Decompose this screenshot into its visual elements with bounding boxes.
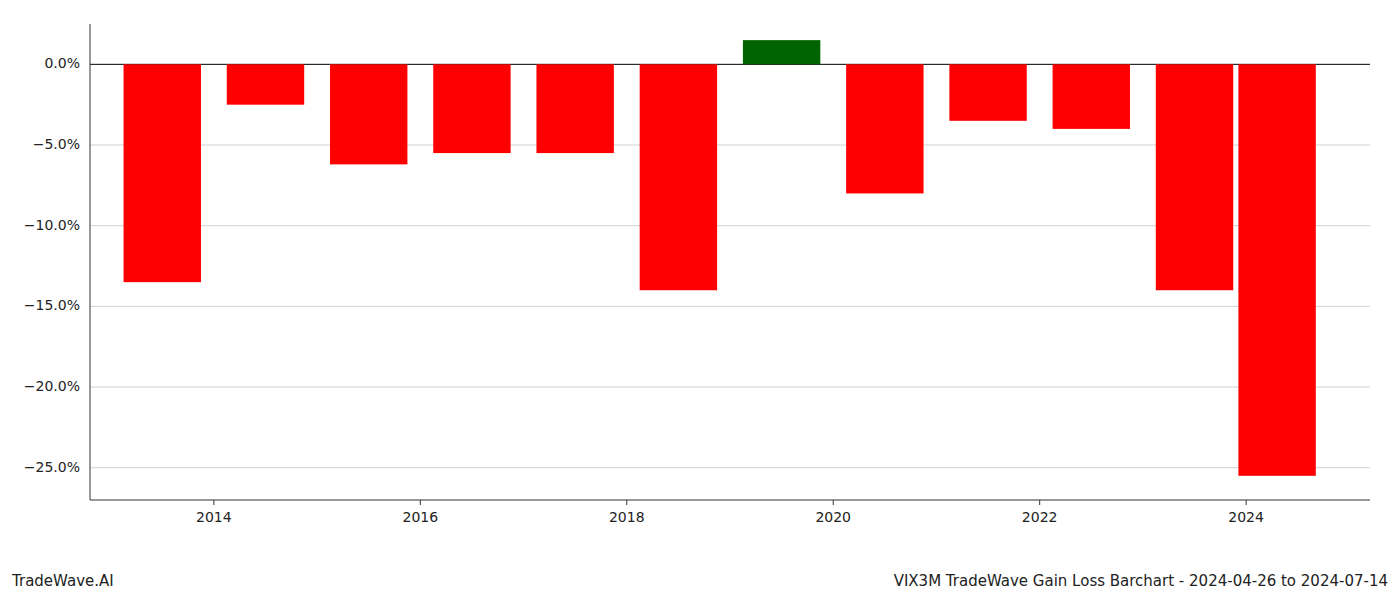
x-tick: [1039, 500, 1040, 505]
y-ticks: 0.0% −5.0% −10.0% −15.0% −20.0% −25.0%: [24, 55, 80, 474]
grid-line: [90, 306, 1370, 307]
x-tick: [213, 500, 214, 505]
bar: [1053, 64, 1130, 129]
x-tick-label: 2024: [1228, 509, 1264, 525]
title: VIX3M TradeWave Gain Loss Barchart - 202…: [894, 572, 1388, 590]
bar: [1238, 64, 1315, 475]
y-tick-label: −10.0%: [24, 217, 80, 233]
x-tick-label: 2022: [1022, 509, 1058, 525]
grid-line: [90, 467, 1370, 468]
bar: [227, 64, 304, 104]
x-tick: [833, 500, 834, 505]
y-axis-line: [90, 24, 91, 500]
x-tick-label: 2018: [609, 509, 645, 525]
y-tick-label: −25.0%: [24, 459, 80, 475]
y-tick-label: −20.0%: [24, 378, 80, 394]
bar: [640, 64, 717, 290]
x-tick: [420, 500, 421, 505]
x-tick-label: 2020: [815, 509, 851, 525]
x-tick-label: 2016: [403, 509, 439, 525]
bar: [1156, 64, 1233, 290]
axes: [90, 24, 1370, 500]
bar: [433, 64, 510, 153]
bar: [124, 64, 201, 282]
bar: [743, 40, 820, 64]
x-tick-label: 2014: [196, 509, 232, 525]
y-tick-label: −5.0%: [33, 136, 80, 152]
y-tick-label: −15.0%: [24, 297, 80, 313]
y-tick-label: 0.0%: [44, 55, 80, 71]
grid-line: [90, 387, 1370, 388]
x-tick: [1246, 500, 1247, 505]
x-axis-line: [90, 500, 1370, 501]
grid: [90, 64, 1370, 467]
bar: [536, 64, 613, 153]
bar: [330, 64, 407, 164]
x-tick: [626, 500, 627, 505]
bar: [846, 64, 923, 193]
x-ticks: 2014 2016 2018 2020 2022 2024: [196, 500, 1264, 525]
watermark: TradeWave.AI: [11, 572, 114, 590]
chart: 0.0%−5.0%−10.0%−15.0%−20.0%−25.0%2014201…: [0, 0, 1400, 600]
bars: [124, 40, 1316, 476]
bar: [949, 64, 1026, 120]
